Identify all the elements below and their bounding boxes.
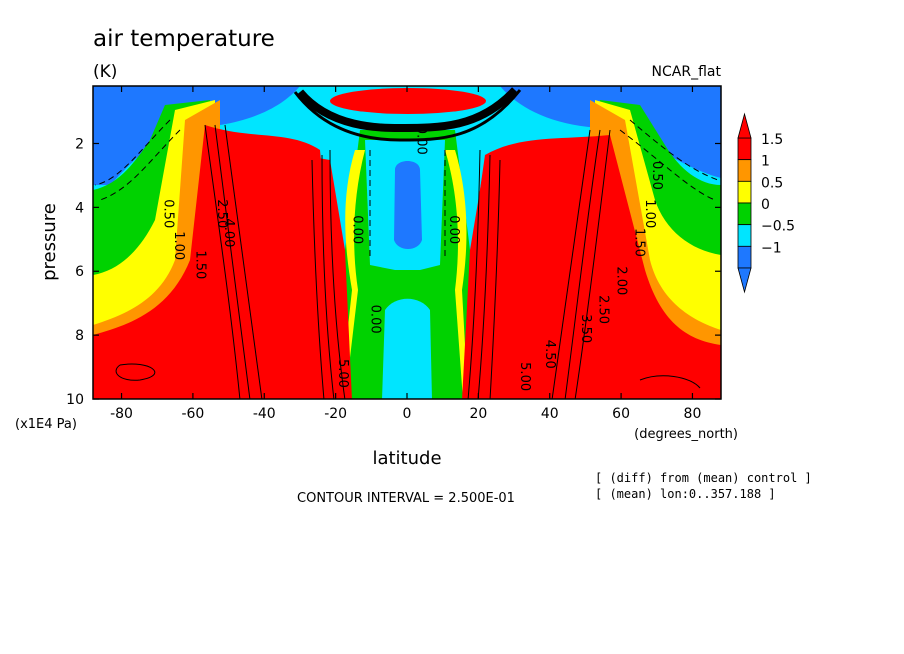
x-tick-label: 20 <box>469 406 487 422</box>
chart-title: air temperature <box>93 26 275 52</box>
contour-label: 0.00 <box>349 215 364 244</box>
y-tick-label: 10 <box>66 392 84 408</box>
region-yellow-center <box>340 150 468 399</box>
colorbar-segment <box>737 224 752 247</box>
contour-label: 0.00 <box>367 305 382 334</box>
y-tick-label: 4 <box>75 200 84 216</box>
colorbar-label: 1.5 <box>761 132 783 148</box>
y-tick-label: 6 <box>75 264 84 280</box>
dataset-label: NCAR_flat <box>652 64 722 80</box>
contour-label: 2.50 <box>214 199 229 228</box>
colorbar-segment <box>737 245 752 269</box>
note-mean: [ (mean) lon:0..357.188 ] <box>595 487 776 501</box>
y-axis: 2 4 6 8 10 <box>66 136 721 408</box>
contour-label: 1.00 <box>171 231 186 260</box>
colorbar-arrow-high <box>737 112 752 139</box>
contour-label: 1.50 <box>631 228 646 257</box>
contour-label: 0.50 <box>160 199 175 228</box>
contour-label: 2.50 <box>596 295 611 324</box>
x-tick-label: 0 <box>403 406 412 422</box>
x-tick-label: -60 <box>181 406 204 422</box>
contour-label: 5.00 <box>335 359 350 388</box>
contour-label: 0.00 <box>414 126 429 155</box>
colorbar-label: −1 <box>761 240 782 256</box>
region-blue-center <box>394 161 422 249</box>
colorbar-segment <box>737 137 752 161</box>
colorbar-label: 1 <box>761 154 770 170</box>
region-blue-left <box>93 86 300 185</box>
note-diff: [ (diff) from (mean) control ] <box>595 471 812 485</box>
x-tick-label: 60 <box>612 406 630 422</box>
contour-label: 0.00 <box>446 215 461 244</box>
colorbar-arrow-low <box>737 267 752 294</box>
colorbar: 1.5 1 0.5 0 −0.5 −1 <box>737 112 795 294</box>
colorbar-segment <box>737 180 752 204</box>
contour-label: 0.50 <box>649 161 664 190</box>
x-axis-label: latitude <box>372 448 441 469</box>
contour-field: 0.501.001.502.504.00 0.000.000.000.000.50… <box>93 86 721 399</box>
contour-label: 1.00 <box>642 199 657 228</box>
x-tick-label: -40 <box>253 406 276 422</box>
chart-units: (K) <box>93 62 117 82</box>
x-tick-label: -80 <box>110 406 133 422</box>
region-red-top-lens <box>330 88 486 114</box>
contour-labels: 0.501.001.502.504.00 0.000.000.000.000.50… <box>160 126 664 391</box>
region-blue-right <box>500 86 721 178</box>
contour-interval: CONTOUR INTERVAL = 2.500E-01 <box>297 491 515 506</box>
y-axis-label: pressure <box>39 203 60 281</box>
colorbar-label: −0.5 <box>761 219 795 235</box>
x-axis: -80 -60 -40 -20 0 20 40 60 80 <box>110 86 701 422</box>
colorbar-segment <box>737 202 752 226</box>
region-red-lower-right <box>462 150 605 399</box>
contour-label: 4.00 <box>221 218 236 247</box>
y-tick-label: 8 <box>75 328 84 344</box>
contour-label: 2.00 <box>614 266 629 295</box>
x-tick-label: 40 <box>541 406 559 422</box>
colorbar-label: 0 <box>761 197 770 213</box>
contour-label: 1.50 <box>192 250 207 279</box>
x-axis-units: (degrees_north) <box>634 427 738 442</box>
x-tick-label: 80 <box>684 406 702 422</box>
contour-label: 3.50 <box>578 314 593 343</box>
colorbar-label: 0.5 <box>761 175 783 191</box>
contour-label: 4.50 <box>542 340 557 369</box>
y-tick-label: 2 <box>75 136 84 152</box>
contour-label: 5.00 <box>517 362 532 391</box>
contour-lines <box>94 87 719 399</box>
colorbar-segment <box>737 159 752 182</box>
region-cyan-lower <box>382 298 432 399</box>
x-tick-label: -20 <box>324 406 347 422</box>
y-axis-units: (x1E4 Pa) <box>15 417 77 432</box>
